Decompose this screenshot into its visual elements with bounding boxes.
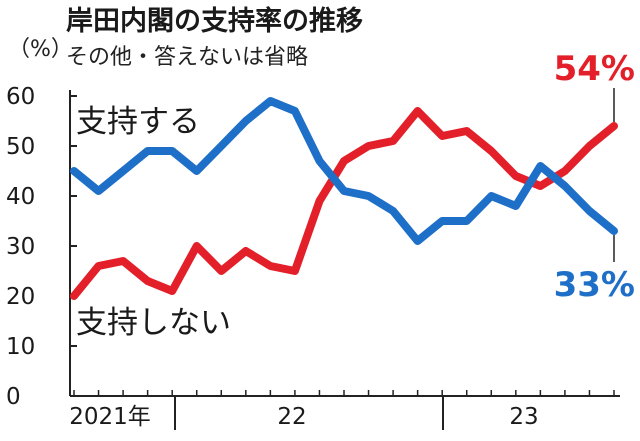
y-tick-label: 0 (6, 384, 21, 410)
y-tick-label: 20 (6, 284, 35, 310)
x-tick-label: 23 (509, 404, 538, 430)
y-tick-label: 60 (6, 84, 35, 110)
y-tick-labels: 60 50 40 30 20 10 0 (6, 84, 35, 410)
chart-subtitle: その他・答えないは省略 (66, 45, 308, 70)
y-tick-label: 50 (6, 134, 35, 160)
series-label-support: 支持する (76, 104, 200, 140)
y-tick-label: 30 (6, 234, 35, 260)
x-tick-label: 2021年 (69, 404, 151, 430)
y-tick-label: 40 (6, 184, 35, 210)
end-label-support: 33% (554, 265, 635, 305)
x-tick-labels: 2021年 22 23 (69, 404, 538, 430)
end-label-nonsupport: 54% (554, 49, 635, 89)
unit-label: （%） (8, 37, 73, 62)
chart-title: 岸田内閣の支持率の推移 (66, 5, 363, 37)
y-tick-label: 10 (6, 334, 35, 360)
series-lines (70, 88, 618, 300)
axes (69, 90, 620, 430)
series-label-nonsupport: 支持しない (76, 305, 231, 341)
x-tick-label: 22 (277, 404, 306, 430)
